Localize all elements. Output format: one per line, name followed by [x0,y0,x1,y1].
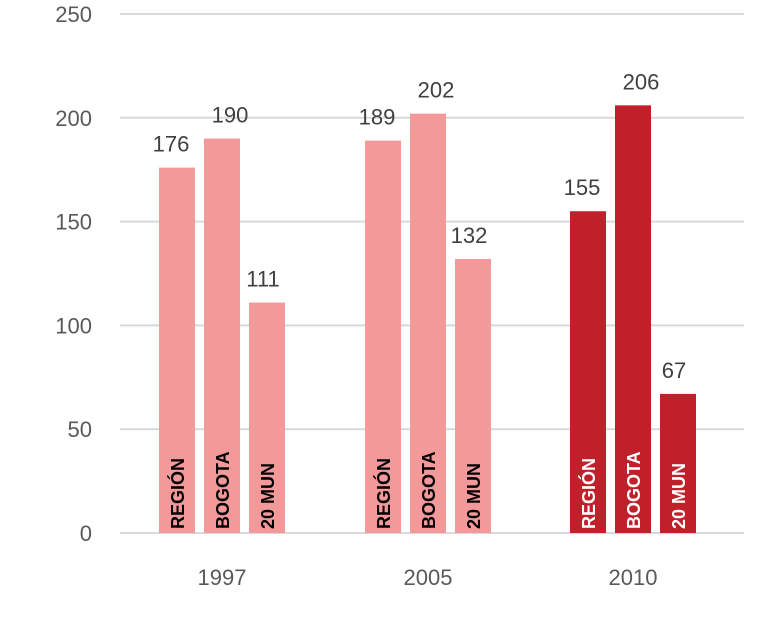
bar-región-2010 [570,211,606,533]
y-tick-label: 200 [55,106,92,131]
bar-bogota-2010 [615,105,651,534]
bar-bogota-2005 [410,113,446,533]
bar-región-1997 [159,167,195,533]
y-tick-label: 100 [55,313,92,338]
bar-20-mun-2010 [660,393,696,533]
data-label: 111 [246,267,279,292]
series-label-in-bar: BOGOTA [624,451,644,529]
series-label-in-bar: 20 MUN [669,463,689,529]
y-axis-ticks: 0 50 100 150 200 250 [55,2,92,546]
data-label: 132 [451,223,488,248]
bar-región-2005 [365,140,401,534]
x-category-label: 2010 [609,565,658,590]
x-category-label: 1997 [198,565,247,590]
series-label-in-bar: 20 MUN [258,463,278,529]
y-tick-label: 250 [55,2,92,27]
y-tick-label: 0 [80,521,92,546]
data-label: 176 [153,132,190,157]
bar-bogota-1997 [204,138,240,533]
data-label: 67 [662,358,686,383]
series-label-in-bar: REGIÓN [578,458,599,529]
bar-20-mun-1997 [249,302,285,533]
series-label-in-bar: BOGOTA [419,451,439,529]
data-label: 202 [418,78,455,103]
y-tick-label: 150 [55,210,92,235]
data-label: 189 [359,105,396,130]
data-label: 155 [564,175,601,200]
series-label-in-bar: REGIÓN [373,458,394,529]
x-axis-categories: 1997 2005 2010 [198,565,658,590]
data-label: 206 [623,69,660,94]
series-label-in-bar: 20 MUN [464,463,484,529]
bars [159,105,696,534]
y-tick-label: 50 [68,417,92,442]
series-label-in-bar: BOGOTA [213,451,233,529]
data-labels: 176 REGIÓN 190 BOGOTA 111 20 MUN 189 REGIÓN 202 B… [153,69,689,529]
data-label: 190 [212,103,249,128]
x-category-label: 2005 [404,565,453,590]
series-label-in-bar: REGIÓN [167,458,188,529]
bar-20-mun-2005 [455,258,491,533]
